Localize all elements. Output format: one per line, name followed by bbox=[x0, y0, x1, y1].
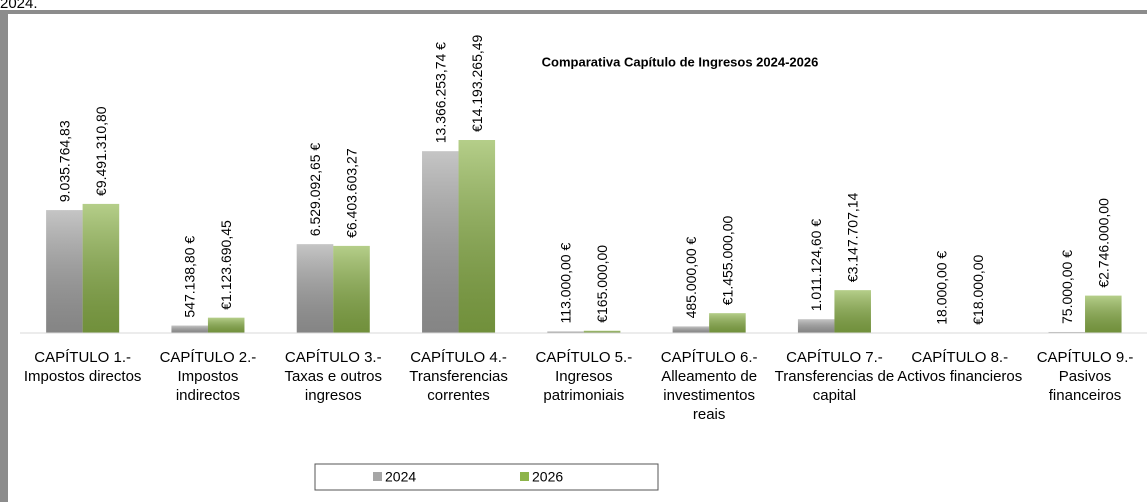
bar-shade bbox=[797, 319, 835, 333]
bar-shade bbox=[709, 313, 746, 333]
value-label: 6.529.092,65 € bbox=[307, 143, 323, 237]
value-label: 1.011.124,60 € bbox=[808, 219, 824, 312]
bar-shade bbox=[1048, 331, 1086, 333]
x-tick-label: CAPÍTULO 2.- Impostos indirectos bbox=[159, 349, 257, 404]
x-tick-label: CAPÍTULO 6.- Alleamento de investimentos… bbox=[660, 349, 758, 423]
legend-label: 2026 bbox=[532, 469, 563, 485]
legend-box bbox=[314, 463, 659, 491]
bar-shade bbox=[834, 290, 871, 333]
bar-shade bbox=[458, 140, 496, 333]
value-label: 9.035.764,83 bbox=[56, 120, 72, 202]
frame-left bbox=[0, 10, 8, 502]
value-label: 113.000,00 € bbox=[558, 243, 574, 324]
chart-title: Comparativa Capítulo de Ingresos 2024-20… bbox=[542, 54, 819, 69]
value-label: €1.123.690,45 bbox=[218, 220, 234, 310]
bar-shade bbox=[1085, 295, 1122, 333]
bar-shade bbox=[422, 151, 459, 333]
x-tick-label: CAPÍTULO 1.- Impostos directos bbox=[23, 349, 142, 385]
value-label: 485.000,00 € bbox=[683, 236, 699, 318]
value-label: €6.403.603,27 bbox=[344, 148, 360, 238]
legend-label: 2024 bbox=[385, 469, 416, 485]
bar-shade bbox=[296, 244, 334, 333]
value-label: 13.366.253,74 € bbox=[432, 42, 448, 143]
bar-shade bbox=[171, 325, 208, 333]
x-tick-label: CAPÍTULO 8.- Activos financieros bbox=[897, 349, 1023, 385]
bar-shade bbox=[547, 331, 584, 333]
value-label: €165.000,00 bbox=[594, 245, 610, 323]
bar-shade bbox=[46, 210, 83, 333]
value-label: €14.193.265,49 bbox=[469, 34, 485, 132]
legend-swatch bbox=[373, 472, 382, 481]
x-tick-label: CAPÍTULO 4.- Transferencias correntes bbox=[409, 349, 508, 404]
bar-shade bbox=[333, 245, 370, 333]
x-tick-label: CAPÍTULO 5.- Ingresos patrimoniais bbox=[535, 349, 633, 404]
bar-shade bbox=[207, 317, 245, 333]
value-label: €9.491.310,80 bbox=[93, 106, 109, 196]
value-label: 18.000,00 € bbox=[934, 251, 950, 325]
top-text: 2024. bbox=[0, 0, 38, 12]
value-label: 547.138,80 € bbox=[182, 236, 198, 318]
x-tick-label: CAPÍTULO 3.- Taxas e outros ingresos bbox=[284, 349, 383, 404]
value-label: €2.746.000,00 bbox=[1095, 198, 1111, 288]
value-label: €1.455.000,00 bbox=[719, 215, 735, 305]
frame-top bbox=[0, 10, 1147, 14]
bar-shade bbox=[82, 203, 120, 333]
x-tick-label: CAPÍTULO 7.- Transferencias de capital bbox=[774, 349, 895, 404]
x-tick-label: CAPÍTULO 9.- Pasivos financeiros bbox=[1036, 349, 1134, 404]
bar-shade bbox=[672, 326, 710, 333]
value-label: €3.147.707,14 bbox=[845, 192, 861, 282]
bar-shade bbox=[583, 330, 621, 333]
value-label: €18.000,00 bbox=[970, 254, 986, 324]
legend-swatch bbox=[520, 472, 529, 481]
value-label: 75.000,00 € bbox=[1059, 250, 1075, 324]
